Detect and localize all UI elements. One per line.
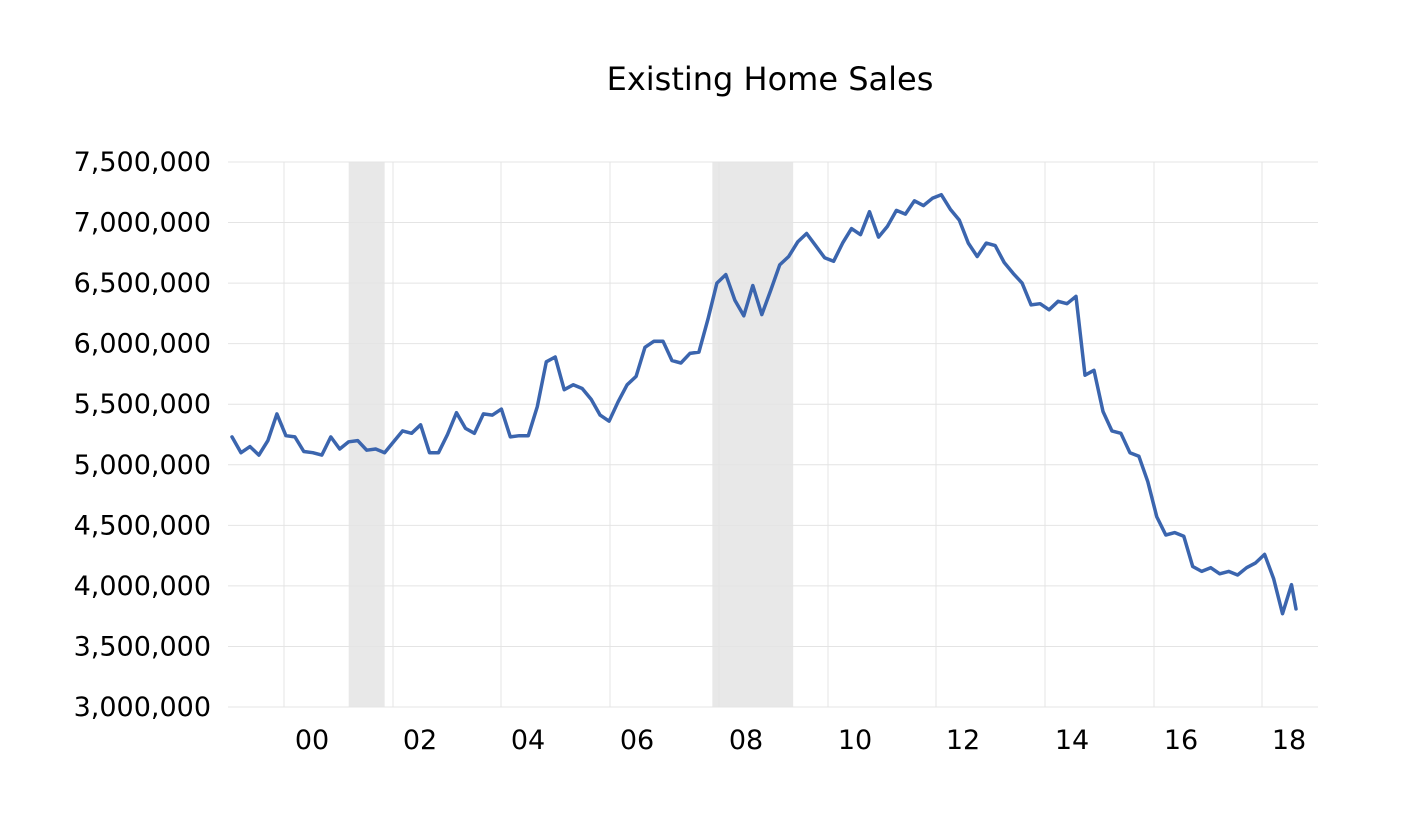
y-tick-label: 4,500,000 bbox=[74, 510, 211, 541]
chart-title: Existing Home Sales bbox=[606, 60, 934, 98]
y-tick-label: 5,500,000 bbox=[74, 389, 211, 420]
series-layer bbox=[230, 192, 1298, 616]
y-tick-label: 6,500,000 bbox=[74, 268, 211, 299]
x-axis-ticks: 00 02 04 06 08 10 12 14 16 18 bbox=[295, 725, 1306, 756]
y-tick-label: 7,500,000 bbox=[74, 147, 211, 178]
y-tick-label: 7,000,000 bbox=[74, 208, 211, 239]
y-tick-label: 4,000,000 bbox=[74, 571, 211, 602]
y-tick-label: 5,000,000 bbox=[74, 450, 211, 481]
x-tick-label: 16 bbox=[1164, 725, 1198, 756]
x-tick-label: 10 bbox=[838, 725, 872, 756]
x-tick-label: 04 bbox=[511, 725, 545, 756]
y-tick-label: 3,000,000 bbox=[74, 692, 211, 723]
x-tick-label: 00 bbox=[295, 725, 329, 756]
recession-band-1 bbox=[348, 162, 385, 707]
y-axis-ticks: 7,500,000 7,000,000 6,500,000 6,000,000 5,50… bbox=[74, 147, 211, 723]
x-tick-label: 08 bbox=[729, 725, 763, 756]
series-line-1 bbox=[230, 192, 1298, 616]
y-tick-label: 3,500,000 bbox=[74, 631, 211, 662]
x-tick-label: 12 bbox=[946, 725, 980, 756]
x-tick-label: 18 bbox=[1272, 725, 1306, 756]
y-tick-label: 6,000,000 bbox=[74, 329, 211, 360]
x-tick-label: 14 bbox=[1055, 725, 1089, 756]
x-tick-label: 02 bbox=[403, 725, 437, 756]
recession-band-2 bbox=[712, 162, 794, 707]
recession-bands bbox=[348, 162, 794, 707]
x-tick-label: 06 bbox=[620, 725, 654, 756]
